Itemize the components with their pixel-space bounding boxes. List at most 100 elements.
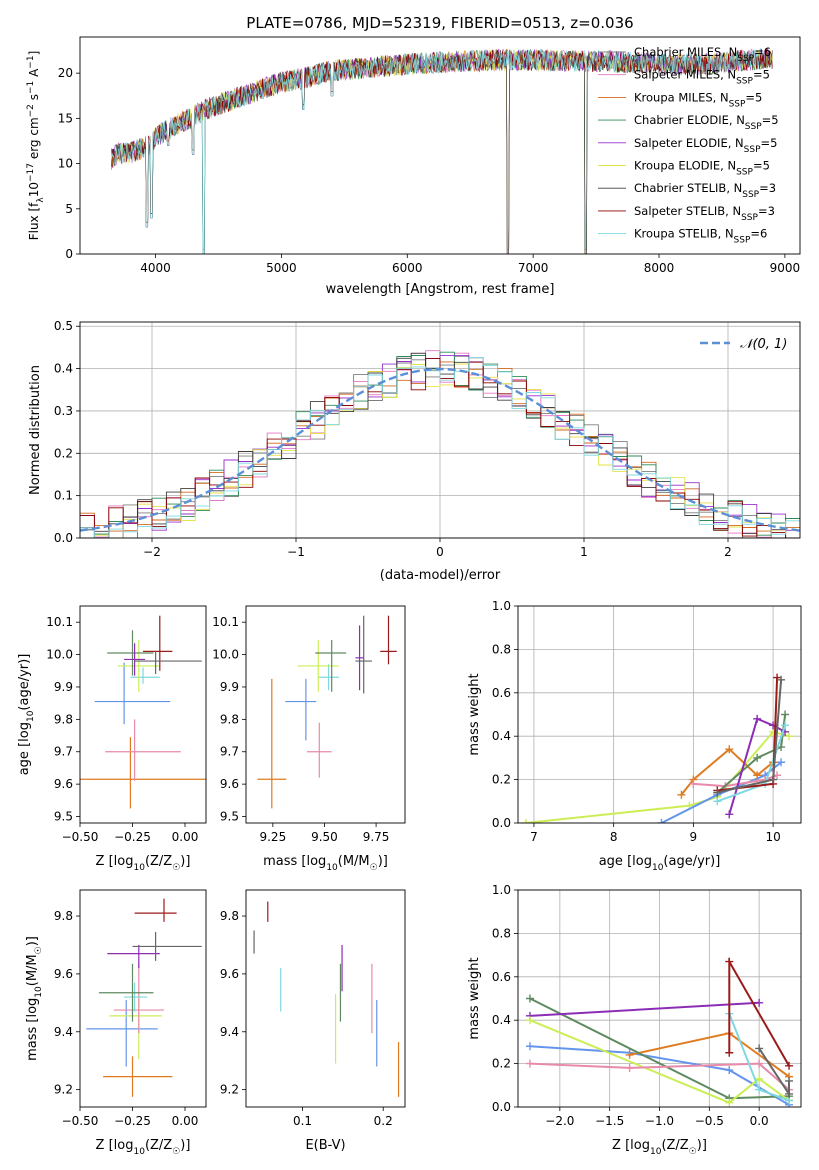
normal-curve (80, 367, 800, 532)
weight-series-line (529, 1001, 760, 1017)
y-tick-label: 9.6 (54, 777, 73, 791)
y-tick-label: 10.0 (212, 648, 239, 662)
label-part: )] (180, 1138, 190, 1153)
y-tick-label: 9.5 (220, 810, 239, 824)
label-part: SSP (729, 99, 746, 109)
y-tick-label: 0.2 (492, 773, 511, 787)
x-axis-label: mass [log10(M/M☉)] (263, 854, 388, 873)
label-part: Kroupa MILES, (634, 90, 720, 104)
histogram-step (80, 363, 800, 538)
weight-series-line (529, 1062, 790, 1091)
weight-series-line (529, 1019, 790, 1104)
axes-frame (79, 36, 801, 255)
panel-mass-vs-Z: −0.50 −0.25 0.009.29.49.69.8Z [log10(Z/Z☉)… (25, 889, 207, 1157)
x-tick-label: −2.0 (545, 1114, 574, 1128)
weight-marker (725, 1098, 734, 1107)
label-part: A (27, 68, 41, 81)
label-part: Kroupa ELODIE, (634, 159, 727, 173)
panel-age-vs-Z: −0.50 −0.25 0.00 9.5 9.6 9.7 9.8 9.9 10.0 10.1 Z [… (17, 605, 207, 873)
legend-entry: Salpeter STELIB, NSSP=3 (634, 204, 775, 223)
label-part: 10 (34, 986, 44, 998)
label-part: (age/yr)] (663, 854, 720, 869)
plot-area (86, 898, 202, 1097)
weight-marker (625, 1050, 634, 1059)
x-axis-label: wavelength [Angstrom, rest frame] (326, 282, 555, 297)
x-tick-label: 0.00 (172, 830, 199, 844)
label-part: )] (25, 936, 40, 946)
x-axis-label: E(B-V) (305, 1138, 345, 1153)
x-tick-label: −0.25 (114, 1114, 151, 1128)
label-part: −1 (26, 81, 36, 94)
label-part: mass [log (263, 854, 326, 869)
x-tick-label: 7000 (518, 261, 549, 275)
x-tick-label: 1 (580, 545, 588, 559)
y-tick-label: 0.1 (54, 489, 73, 503)
label-part: ☉ (34, 946, 44, 954)
y-axis-label: Normed distribution (28, 365, 43, 495)
weight-marker (781, 710, 790, 719)
weight-marker (525, 994, 534, 1003)
label-part: (Z/Z (661, 1138, 688, 1153)
y-tick-label: 0.4 (492, 729, 511, 743)
weight-marker (525, 1016, 534, 1025)
label-part: −17 (26, 163, 36, 182)
x-axis-label: Z [log10(Z/Z☉)] (612, 1138, 707, 1157)
y-tick-label: 0.4 (54, 362, 73, 376)
y-axis-label: Flux [fλ10−17 erg cm−2 s−1 A−1] (26, 51, 46, 241)
weight-marker (725, 1048, 734, 1057)
weight-marker (777, 675, 786, 684)
x-tick-label: −0.5 (695, 1114, 724, 1128)
x-tick-label: −1.0 (645, 1114, 674, 1128)
weight-marker (785, 1089, 794, 1098)
label-part: 10 (652, 863, 664, 873)
x-tick-label: 9.75 (363, 830, 390, 844)
label-part: N (735, 136, 744, 150)
plot-area (80, 350, 800, 538)
label-part: −2 (26, 104, 36, 117)
weight-marker (753, 714, 762, 723)
plot-area (111, 47, 773, 254)
label-part: )] (378, 854, 388, 869)
label-part: =5 (745, 90, 762, 104)
y-tick-label: 0.8 (492, 642, 511, 656)
label-part: Salpeter ELODIE, (634, 136, 735, 150)
y-tick-label: 0.2 (492, 1057, 511, 1071)
label-part: =6 (754, 45, 771, 59)
y-axis-label: mass [log10(M/M☉)] (25, 936, 44, 1061)
y-axis-label: mass weight (467, 673, 482, 755)
weight-marker (785, 732, 794, 741)
label-part: SSP (737, 54, 754, 64)
y-tick-label: 15 (58, 111, 73, 125)
legend-entry: Chabrier ELODIE, NSSP=5 (634, 113, 779, 132)
y-tick-label: 9.8 (54, 712, 73, 726)
axes-frame (517, 889, 802, 1108)
x-tick-label: −0.25 (114, 830, 151, 844)
y-tick-label: 0 (65, 247, 73, 261)
x-tick-label: 0.0 (750, 1114, 769, 1128)
label-part: SSP (734, 236, 751, 246)
y-tick-label: 9.7 (220, 745, 239, 759)
label-part: ☉ (172, 1147, 180, 1157)
label-part: 10 (133, 1147, 145, 1157)
weight-marker (769, 775, 778, 784)
x-tick-label: 0.1 (293, 1114, 312, 1128)
x-tick-label: −0.50 (62, 1114, 99, 1128)
y-tick-label: 0.2 (54, 446, 73, 460)
legend-entry: Salpeter ELODIE, NSSP=5 (634, 136, 777, 155)
label-part: 10 (650, 1147, 662, 1157)
label-part: Salpeter MILES, (634, 68, 727, 82)
label-part: −1 (26, 55, 36, 68)
plot-area (253, 901, 400, 1097)
weight-marker (753, 771, 762, 780)
label-part: =5 (761, 136, 778, 150)
y-tick-label: 0.6 (492, 686, 511, 700)
x-axis-label: Z [log10(Z/Z☉)] (96, 1138, 191, 1157)
y-tick-label: 9.6 (220, 967, 239, 981)
weight-marker (725, 810, 734, 819)
label-part: s (27, 94, 41, 104)
histogram-step (80, 357, 800, 538)
y-tick-label: 9.8 (220, 909, 239, 923)
y-tick-label: 10.1 (46, 615, 73, 629)
